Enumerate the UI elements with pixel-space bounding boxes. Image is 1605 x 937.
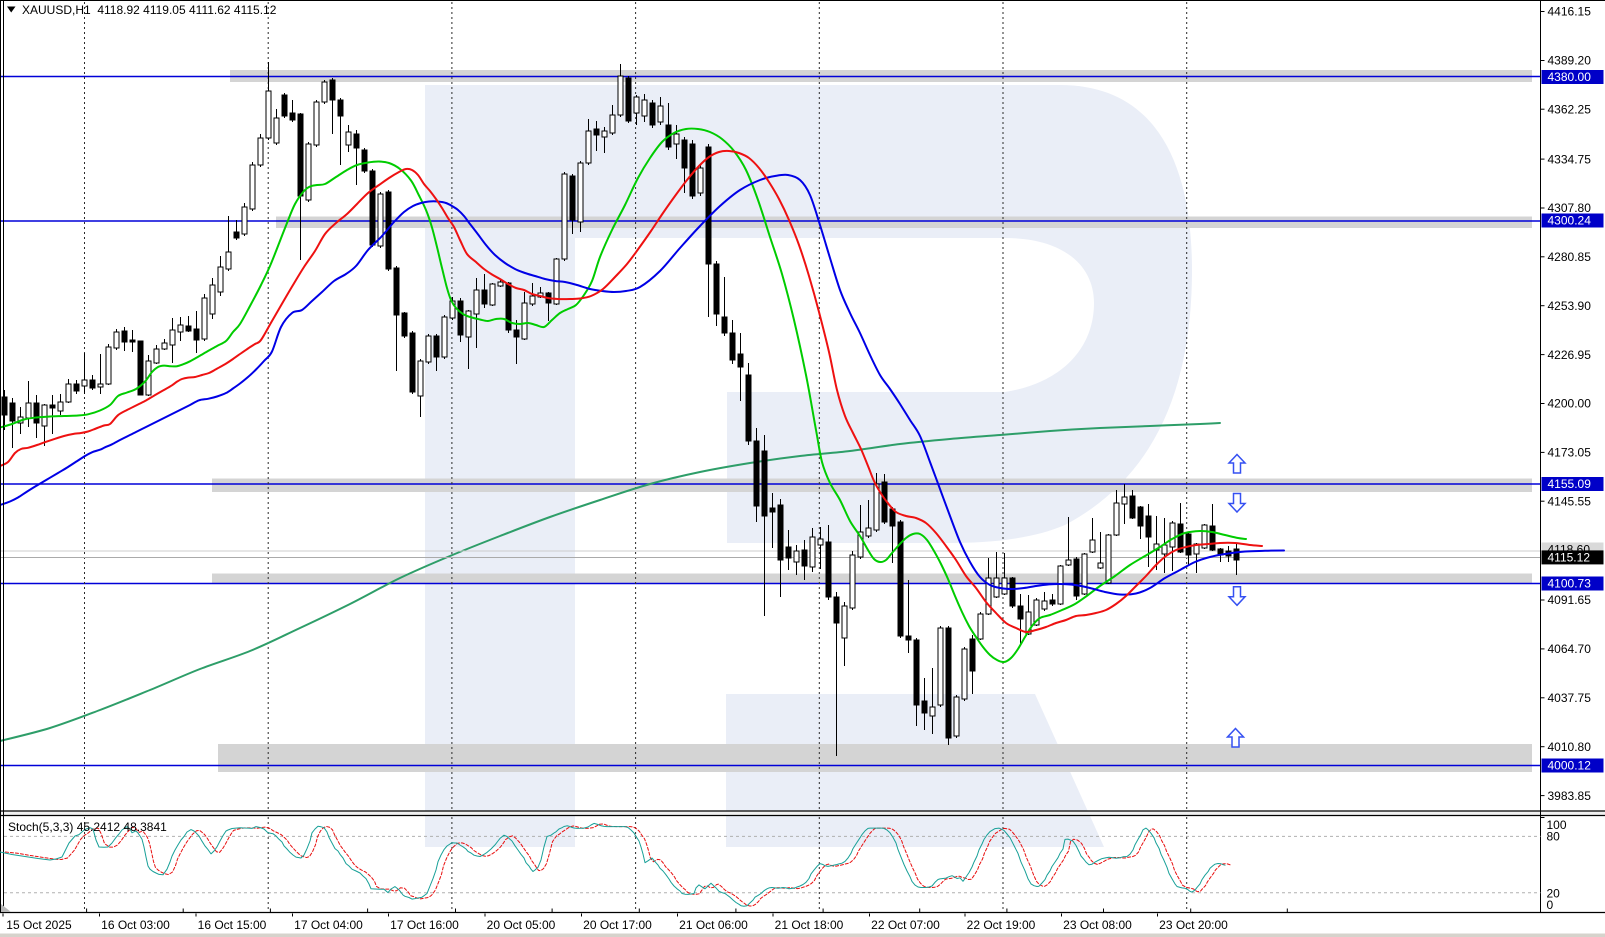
svg-text:17 Oct 04:00: 17 Oct 04:00 xyxy=(294,918,363,932)
svg-text:22 Oct 07:00: 22 Oct 07:00 xyxy=(871,918,940,932)
svg-text:4300.24: 4300.24 xyxy=(1548,214,1592,228)
svg-text:16 Oct 03:00: 16 Oct 03:00 xyxy=(101,918,170,932)
svg-text:4091.65: 4091.65 xyxy=(1548,593,1592,607)
svg-text:XAUUSD,H1 4118.92 4119.05 411: XAUUSD,H1 4118.92 4119.05 4111.62 4115.1… xyxy=(22,3,277,17)
svg-text:20: 20 xyxy=(1547,887,1561,901)
svg-text:16 Oct 15:00: 16 Oct 15:00 xyxy=(198,918,267,932)
svg-text:4100.73: 4100.73 xyxy=(1548,577,1592,591)
svg-text:4307.80: 4307.80 xyxy=(1548,201,1592,215)
svg-text:4145.55: 4145.55 xyxy=(1548,494,1592,508)
svg-text:4064.70: 4064.70 xyxy=(1548,642,1592,656)
svg-text:Stoch(5,3,3) 45.2412 48.3841: Stoch(5,3,3) 45.2412 48.3841 xyxy=(8,820,167,834)
svg-text:20 Oct 17:00: 20 Oct 17:00 xyxy=(583,918,652,932)
svg-text:4416.15: 4416.15 xyxy=(1548,5,1592,19)
svg-text:4155.09: 4155.09 xyxy=(1548,477,1592,491)
svg-text:4173.05: 4173.05 xyxy=(1548,446,1592,460)
svg-text:80: 80 xyxy=(1547,830,1561,844)
svg-text:4334.75: 4334.75 xyxy=(1548,152,1592,166)
svg-text:21 Oct 18:00: 21 Oct 18:00 xyxy=(775,918,844,932)
svg-text:4380.00: 4380.00 xyxy=(1548,70,1592,84)
svg-text:22 Oct 19:00: 22 Oct 19:00 xyxy=(967,918,1036,932)
svg-text:4000.12: 4000.12 xyxy=(1548,759,1592,773)
svg-text:4280.85: 4280.85 xyxy=(1548,250,1592,264)
svg-text:17 Oct 16:00: 17 Oct 16:00 xyxy=(390,918,459,932)
svg-text:4200.00: 4200.00 xyxy=(1548,397,1592,411)
svg-text:21 Oct 06:00: 21 Oct 06:00 xyxy=(679,918,748,932)
svg-text:4037.75: 4037.75 xyxy=(1548,691,1592,705)
svg-text:20 Oct 05:00: 20 Oct 05:00 xyxy=(487,918,556,932)
svg-text:23 Oct 08:00: 23 Oct 08:00 xyxy=(1063,918,1132,932)
svg-text:100: 100 xyxy=(1547,818,1567,832)
svg-text:4253.90: 4253.90 xyxy=(1548,299,1592,313)
svg-text:15 Oct 2025: 15 Oct 2025 xyxy=(6,918,72,932)
svg-text:4010.80: 4010.80 xyxy=(1548,740,1592,754)
svg-text:23 Oct 20:00: 23 Oct 20:00 xyxy=(1159,918,1228,932)
svg-text:4226.95: 4226.95 xyxy=(1548,348,1592,362)
svg-text:4362.25: 4362.25 xyxy=(1548,102,1592,116)
svg-text:0: 0 xyxy=(1547,898,1554,912)
svg-text:3983.85: 3983.85 xyxy=(1548,789,1592,803)
svg-text:4389.20: 4389.20 xyxy=(1548,54,1592,68)
svg-text:4115.12: 4115.12 xyxy=(1548,551,1591,565)
